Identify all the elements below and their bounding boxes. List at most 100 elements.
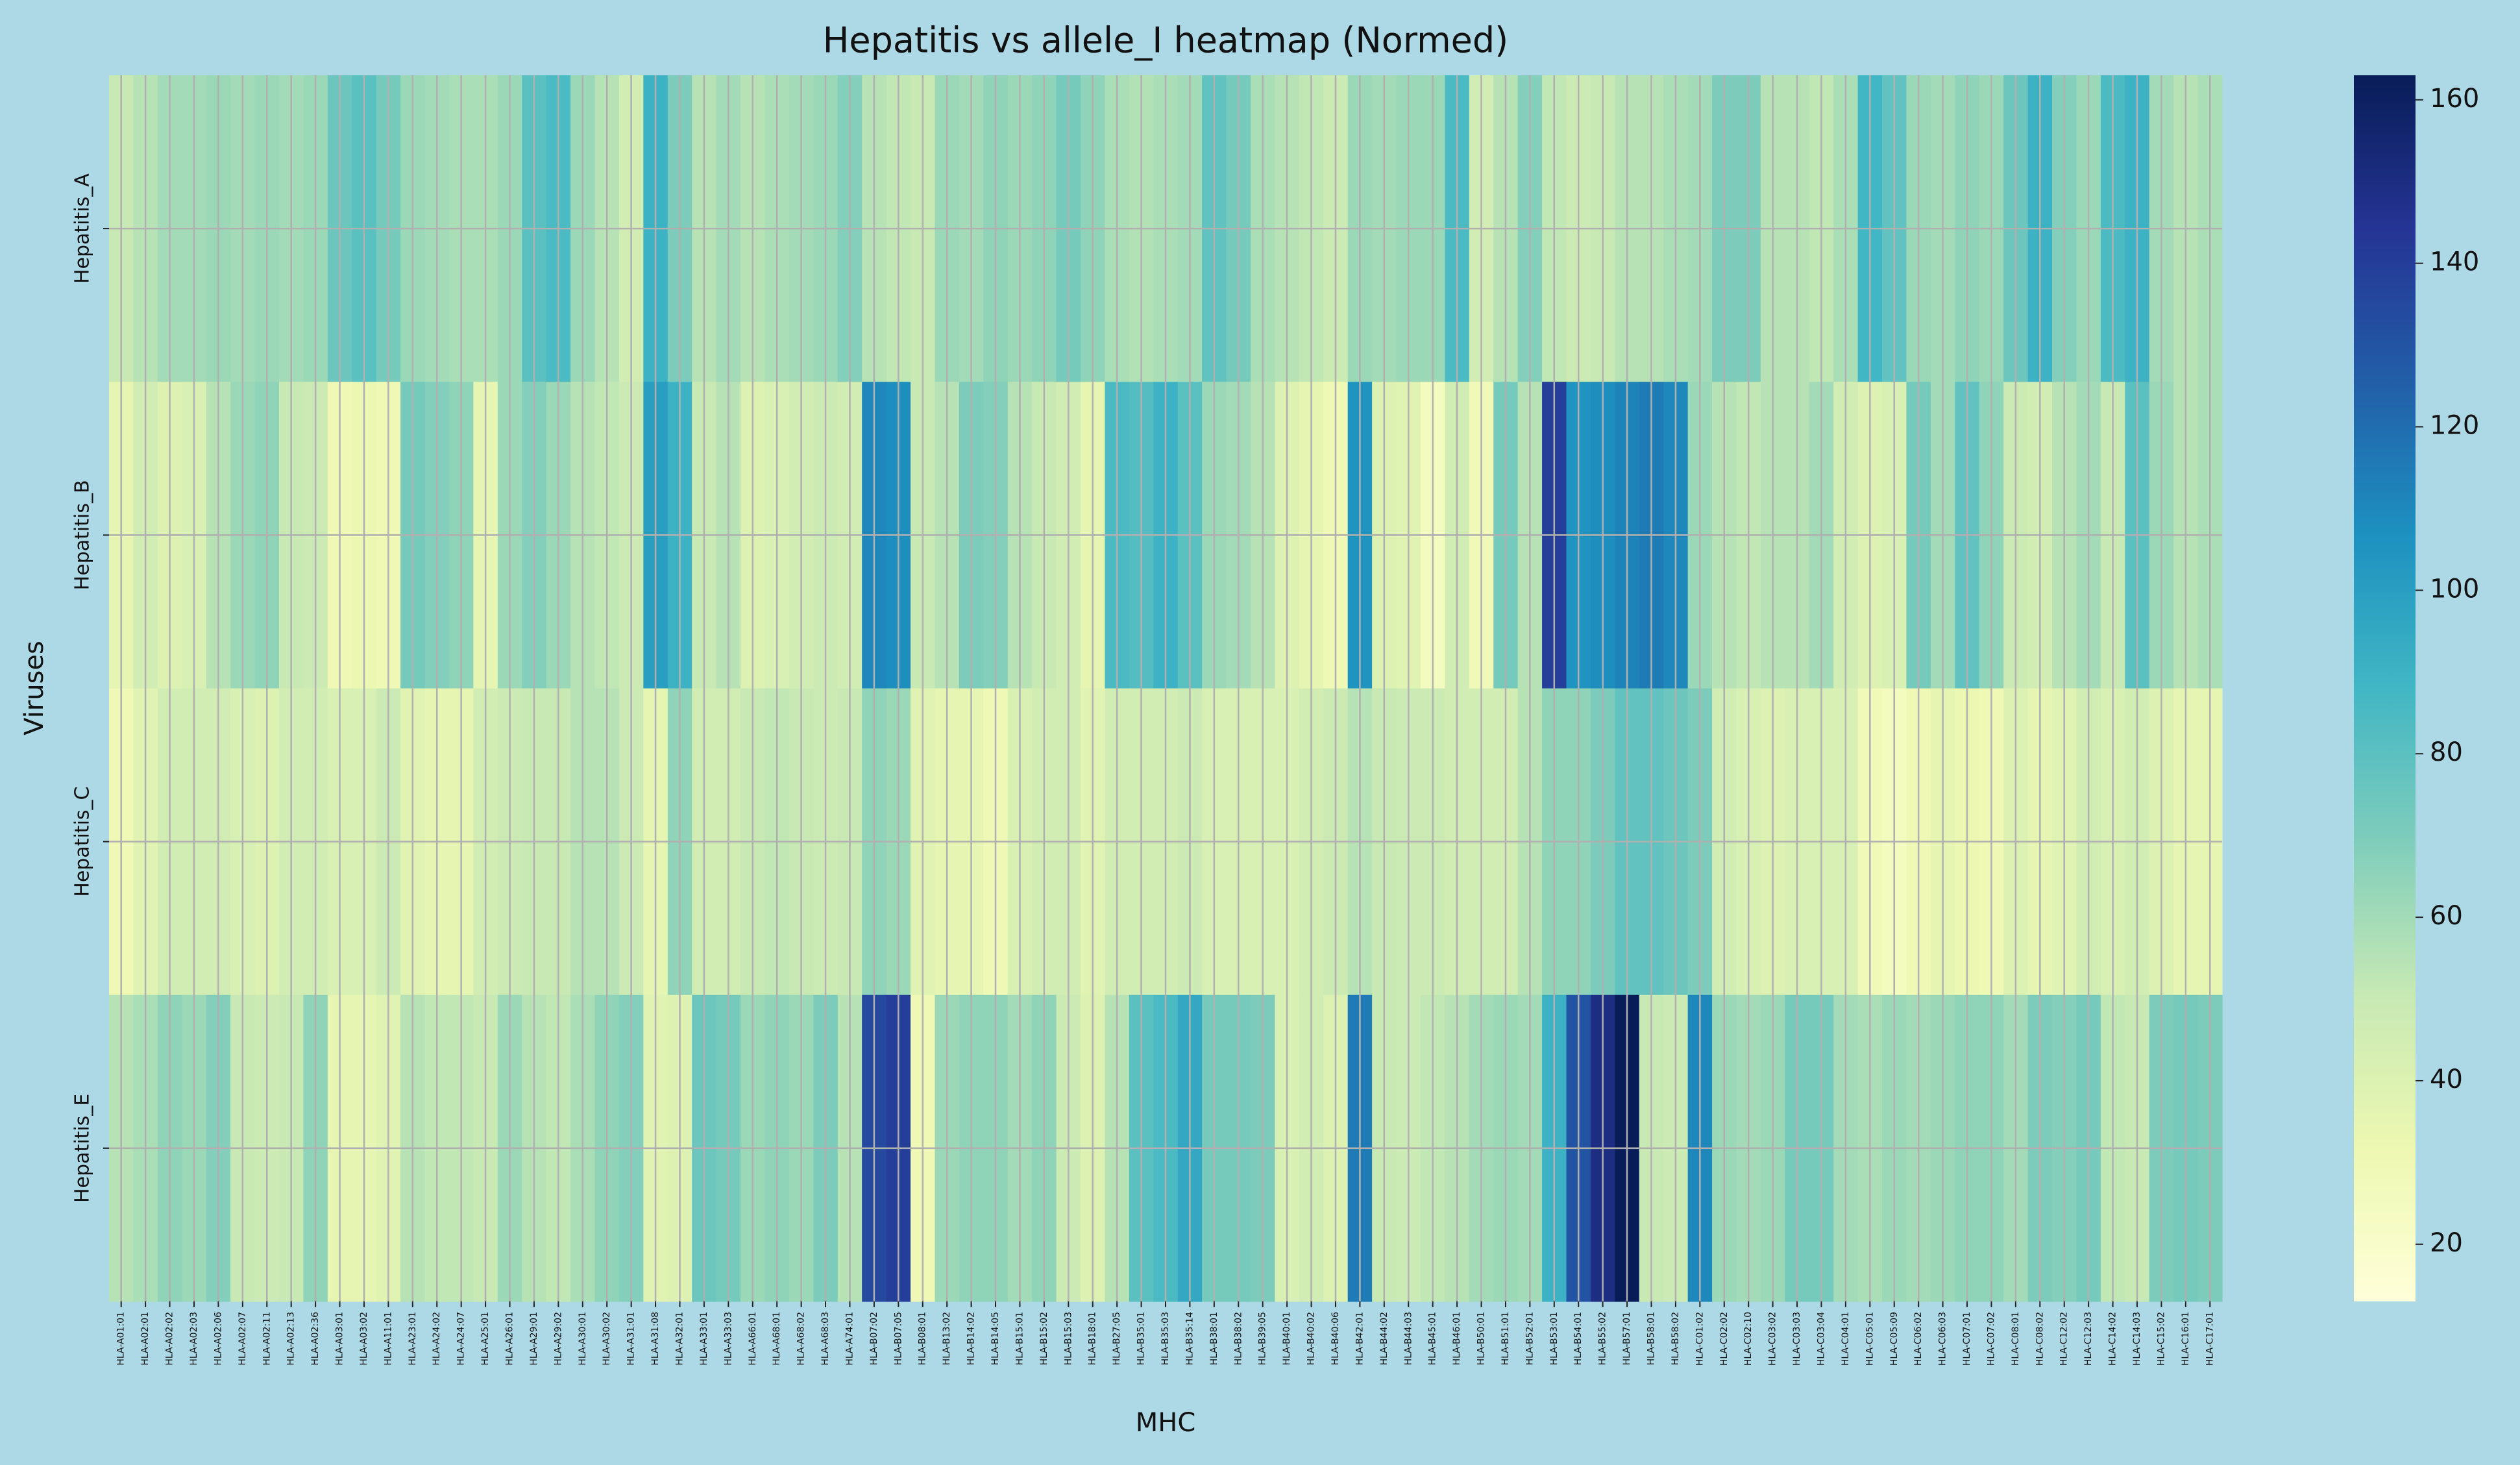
x-tick-label: HLA-A30:02 — [602, 1312, 612, 1366]
x-tick-label: HLA-A33:03 — [723, 1312, 733, 1366]
x-tick-label: HLA-A02:06 — [213, 1312, 223, 1366]
x-tick-label: HLA-A23:01 — [408, 1312, 418, 1366]
colorbar-tick-label: 120 — [2430, 411, 2479, 441]
x-tick-label: HLA-A68:01 — [772, 1312, 782, 1366]
x-tick-label: HLA-B45:01 — [1428, 1312, 1438, 1365]
x-tick-label: HLA-B57:01 — [1622, 1312, 1632, 1365]
y-axis-label: Viruses — [19, 641, 49, 735]
x-tick-label: HLA-A25:01 — [480, 1312, 491, 1366]
x-tick-label: HLA-C07:02 — [1986, 1312, 1996, 1366]
x-tick-label: HLA-A31:08 — [650, 1312, 661, 1366]
x-tick-label: HLA-A02:13 — [286, 1312, 297, 1366]
x-tick-label: HLA-A24:07 — [456, 1312, 467, 1366]
colorbar-tick-label: 20 — [2430, 1228, 2463, 1258]
x-tick-label: HLA-A02:03 — [189, 1312, 199, 1366]
x-tick-label: HLA-C02:10 — [1743, 1312, 1754, 1366]
x-tick-label: HLA-A02:07 — [238, 1312, 248, 1366]
x-tick-label: HLA-B15:02 — [1039, 1312, 1049, 1365]
x-tick-label: HLA-A68:02 — [796, 1312, 807, 1366]
colorbar-tick-label: 80 — [2430, 737, 2463, 767]
x-tick-label: HLA-A26:01 — [505, 1312, 515, 1366]
x-tick-label: HLA-C17:01 — [2205, 1312, 2215, 1366]
x-tick-label: HLA-A02:36 — [310, 1312, 321, 1366]
x-axis-label: MHC — [1136, 1408, 1196, 1438]
x-tick-label: HLA-A02:01 — [140, 1312, 151, 1366]
x-tick-label: HLA-B46:01 — [1452, 1312, 1462, 1365]
colorbar-tick-label: 40 — [2430, 1065, 2463, 1094]
x-tick-label: HLA-B08:01 — [918, 1312, 928, 1365]
x-tick-label: HLA-C01:02 — [1694, 1312, 1705, 1366]
x-tick-label: HLA-A02:02 — [165, 1312, 175, 1366]
x-tick-label: HLA-B38:01 — [1209, 1312, 1219, 1365]
x-tick-label: HLA-B39:05 — [1258, 1312, 1268, 1365]
x-tick-label: HLA-C12:03 — [2083, 1312, 2094, 1366]
x-tick-label: HLA-C14:02 — [2108, 1312, 2118, 1366]
x-tick-label: HLA-C05:01 — [1865, 1312, 1875, 1366]
x-tick-label: HLA-A68:03 — [820, 1312, 831, 1366]
x-tick-label: HLA-B44:03 — [1403, 1312, 1413, 1365]
x-tick-label: HLA-B44:02 — [1379, 1312, 1389, 1365]
x-tick-label: HLA-B27:05 — [1112, 1312, 1122, 1365]
x-tick-label: HLA-B18:01 — [1088, 1312, 1098, 1365]
x-tick-label: HLA-B42:01 — [1354, 1312, 1365, 1365]
x-tick-label: HLA-A24:02 — [432, 1312, 442, 1366]
colorbar-tick-label: 140 — [2430, 247, 2479, 277]
x-tick-label: HLA-B14:02 — [966, 1312, 977, 1365]
x-tick-label: HLA-C12:02 — [2059, 1312, 2070, 1366]
x-tick-label: HLA-C06:02 — [1913, 1312, 1924, 1366]
x-tick-label: HLA-A01:01 — [116, 1312, 127, 1366]
x-tick-label: HLA-B40:02 — [1306, 1312, 1317, 1365]
x-tick-label: HLA-B58:02 — [1670, 1312, 1681, 1365]
x-tick-label: HLA-A33:01 — [699, 1312, 709, 1366]
x-tick-label: HLA-A29:01 — [529, 1312, 539, 1366]
x-tick-label: HLA-C08:02 — [2035, 1312, 2045, 1366]
x-tick-label: HLA-B35:14 — [1184, 1312, 1195, 1366]
x-tick-label: HLA-B35:03 — [1160, 1312, 1171, 1365]
y-tick-label: Hepatitis_A — [71, 173, 94, 284]
chart-title: Hepatitis vs allele_I heatmap (Normed) — [823, 20, 1509, 61]
x-tick-label: HLA-B50:01 — [1476, 1312, 1487, 1365]
x-tick-label: HLA-B15:01 — [1014, 1312, 1025, 1365]
x-tick-label: HLA-B14:05 — [990, 1312, 1001, 1365]
x-tick-label: HLA-B55:02 — [1598, 1312, 1608, 1365]
x-tick-label: HLA-B15:03 — [1063, 1312, 1073, 1365]
x-tick-label: HLA-B58:01 — [1646, 1312, 1657, 1365]
x-tick-label: HLA-C03:03 — [1792, 1312, 1802, 1366]
y-tick-label: Hepatitis_C — [71, 787, 94, 897]
x-tick-label: HLA-B40:06 — [1330, 1312, 1341, 1366]
x-tick-label: HLA-C08:01 — [2011, 1312, 2021, 1366]
y-tick-label: Hepatitis_B — [71, 480, 94, 590]
x-tick-label: HLA-B53:01 — [1549, 1312, 1560, 1365]
x-tick-label: HLA-A02:11 — [262, 1312, 272, 1366]
x-tick-label: HLA-C16:01 — [2181, 1312, 2191, 1366]
x-tick-label: HLA-C15:02 — [2156, 1312, 2166, 1366]
x-tick-label: HLA-C04:01 — [1841, 1312, 1851, 1366]
colorbar-tick-label: 100 — [2430, 574, 2479, 604]
x-tick-label: HLA-A03:02 — [359, 1312, 369, 1366]
x-tick-label: HLA-A30:01 — [578, 1312, 588, 1366]
y-tick-label: Hepatitis_E — [71, 1094, 94, 1203]
x-tick-label: HLA-A03:01 — [335, 1312, 345, 1366]
x-tick-label: HLA-C03:04 — [1816, 1312, 1826, 1366]
x-tick-label: HLA-B52:01 — [1524, 1312, 1535, 1365]
x-tick-label: HLA-C14:03 — [2132, 1312, 2142, 1366]
x-tick-label: HLA-C03:02 — [1768, 1312, 1778, 1366]
colorbar-tick-label: 160 — [2430, 84, 2479, 114]
colorbar-tick-label: 60 — [2430, 901, 2463, 931]
x-tick-label: HLA-C06:03 — [1938, 1312, 1948, 1366]
x-tick-label: HLA-A32:01 — [674, 1312, 685, 1366]
x-tick-label: HLA-B40:01 — [1282, 1312, 1292, 1365]
x-tick-label: HLA-B38:02 — [1233, 1312, 1243, 1365]
x-tick-label: HLA-B07:05 — [893, 1312, 903, 1365]
x-tick-label: HLA-A66:01 — [748, 1312, 758, 1366]
x-tick-label: HLA-C02:02 — [1719, 1312, 1730, 1366]
x-tick-label: HLA-B51:01 — [1500, 1312, 1511, 1365]
x-tick-label: HLA-A29:02 — [553, 1312, 563, 1366]
x-tick-label: HLA-A74:01 — [844, 1312, 855, 1366]
x-tick-label: HLA-C05:09 — [1889, 1312, 1900, 1366]
x-tick-label: HLA-A31:01 — [626, 1312, 637, 1366]
x-tick-label: HLA-B54:01 — [1573, 1312, 1584, 1365]
x-tick-label: HLA-B35:01 — [1136, 1312, 1147, 1365]
